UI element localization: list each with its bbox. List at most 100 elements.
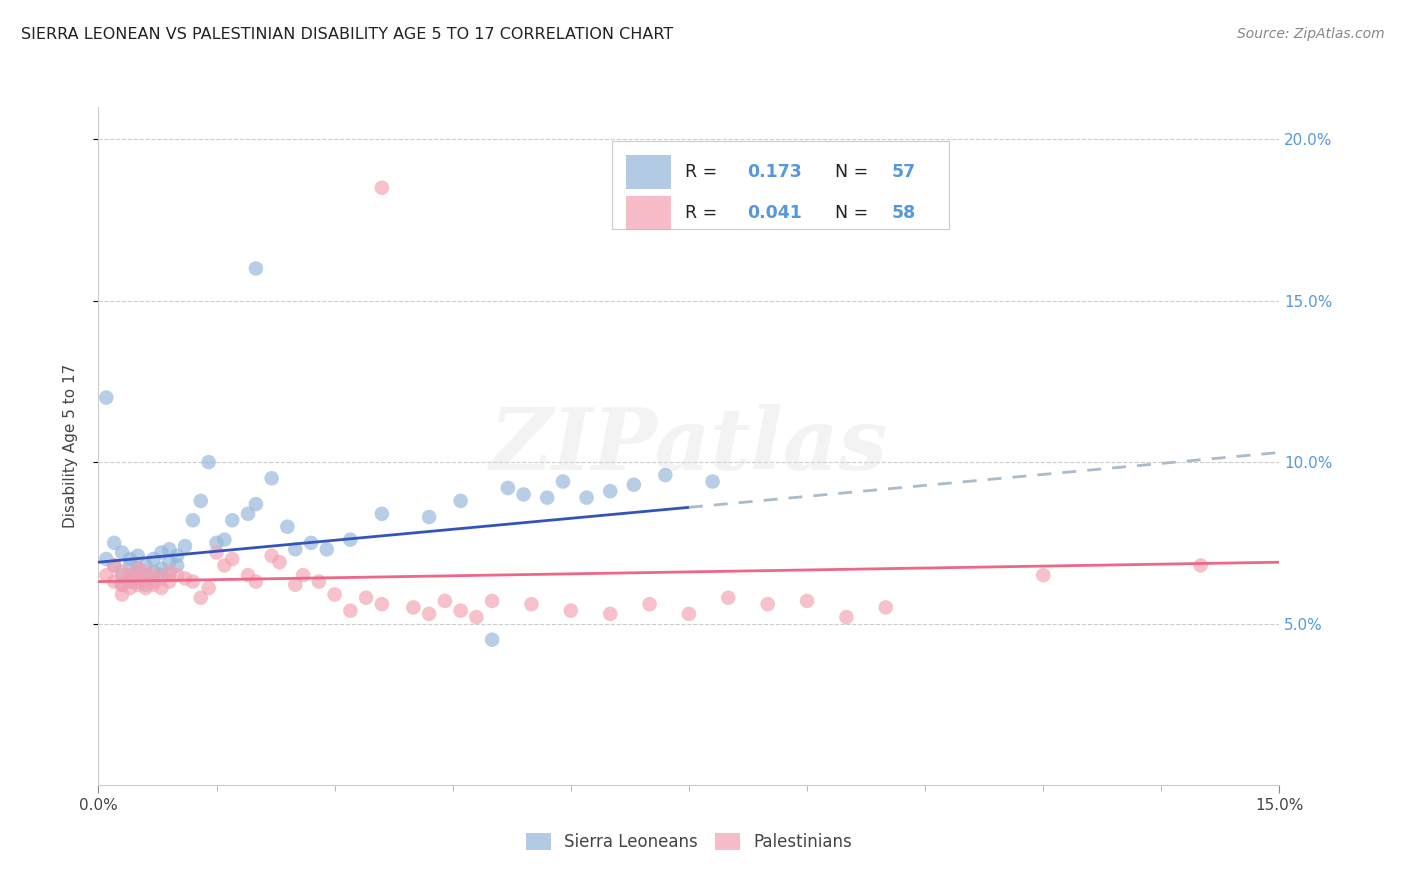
Point (142, 552, 165, 566)
Point (245, 574, 267, 589)
Point (315, 542, 337, 557)
Point (654, 468, 676, 483)
Point (623, 477, 645, 491)
Point (127, 565, 149, 579)
Point (135, 565, 157, 579)
Point (465, 610, 488, 624)
Point (638, 597, 661, 611)
Point (174, 571, 197, 585)
Text: 58: 58 (891, 204, 917, 222)
Point (245, 261, 267, 276)
Point (418, 607, 440, 621)
Text: 0.173: 0.173 (747, 162, 801, 181)
Point (284, 578, 307, 592)
Point (260, 471, 283, 485)
Point (157, 542, 180, 557)
Point (103, 536, 125, 550)
Point (575, 491, 598, 505)
Point (678, 607, 700, 621)
Point (221, 552, 243, 566)
Point (551, 475, 574, 489)
Y-axis label: Disability Age 5 to 17: Disability Age 5 to 17 (63, 364, 77, 528)
Point (418, 510, 440, 524)
Point (111, 565, 134, 579)
Point (1032, 568, 1054, 582)
Point (190, 494, 212, 508)
Point (150, 571, 173, 585)
Point (103, 558, 125, 573)
Text: SIERRA LEONEAN VS PALESTINIAN DISABILITY AGE 5 TO 17 CORRELATION CHART: SIERRA LEONEAN VS PALESTINIAN DISABILITY… (21, 27, 673, 42)
Point (118, 558, 141, 573)
Point (118, 574, 141, 589)
Text: R =: R = (685, 204, 723, 222)
Point (599, 607, 621, 621)
Point (111, 578, 134, 592)
Point (599, 484, 621, 499)
Point (835, 610, 858, 624)
Point (190, 591, 212, 605)
Point (339, 604, 361, 618)
Point (181, 574, 204, 589)
Point (118, 568, 141, 582)
Point (103, 558, 125, 573)
Point (142, 568, 165, 582)
Point (111, 545, 134, 559)
Point (118, 552, 141, 566)
Point (166, 568, 188, 582)
Point (236, 507, 259, 521)
Point (245, 497, 267, 511)
Point (433, 594, 456, 608)
Point (308, 574, 330, 589)
Point (135, 558, 157, 573)
Point (339, 533, 361, 547)
Point (127, 571, 149, 585)
Point (536, 491, 558, 505)
Point (796, 594, 818, 608)
Point (127, 578, 149, 592)
Point (181, 513, 204, 527)
Point (299, 536, 322, 550)
Point (111, 568, 134, 582)
Text: ZIPatlas: ZIPatlas (489, 404, 889, 488)
FancyBboxPatch shape (626, 155, 671, 188)
FancyBboxPatch shape (626, 196, 671, 230)
Point (236, 568, 259, 582)
Point (1189, 558, 1212, 573)
Point (197, 455, 219, 469)
Point (875, 600, 897, 615)
Point (157, 574, 180, 589)
Point (214, 533, 236, 547)
Point (371, 507, 394, 521)
Point (496, 481, 519, 495)
Point (269, 555, 291, 569)
Text: R =: R = (685, 162, 723, 181)
Point (111, 587, 134, 601)
Point (402, 600, 425, 615)
Point (174, 539, 197, 553)
Point (221, 513, 243, 527)
Point (260, 549, 283, 563)
Point (520, 597, 543, 611)
Point (118, 581, 141, 595)
Point (127, 562, 149, 576)
Point (118, 571, 141, 585)
Point (481, 632, 503, 647)
Point (717, 591, 740, 605)
Point (142, 578, 165, 592)
Point (135, 574, 157, 589)
Point (96, 391, 118, 405)
Point (127, 562, 149, 576)
Point (481, 594, 503, 608)
Point (323, 587, 346, 601)
Point (127, 574, 149, 589)
Point (150, 562, 173, 576)
FancyBboxPatch shape (612, 141, 949, 229)
Point (118, 574, 141, 589)
Point (150, 568, 173, 582)
Point (135, 581, 157, 595)
Point (284, 542, 307, 557)
Text: Source: ZipAtlas.com: Source: ZipAtlas.com (1237, 27, 1385, 41)
Point (756, 597, 779, 611)
Point (142, 574, 165, 589)
Point (150, 581, 173, 595)
